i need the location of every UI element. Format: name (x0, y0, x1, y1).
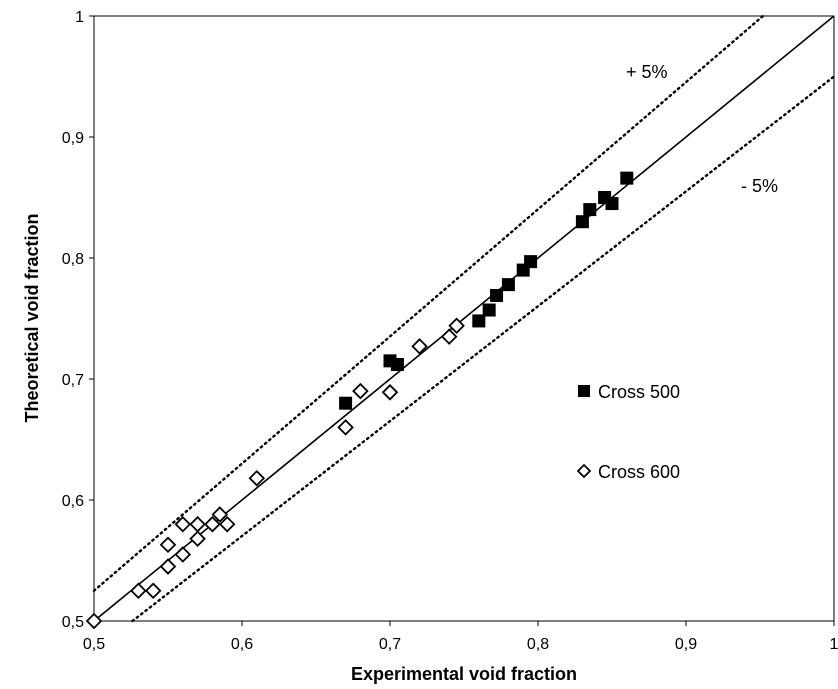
x-axis-title: Experimental void fraction (351, 664, 577, 684)
legend-marker-cross-500 (578, 385, 590, 397)
point-cross-500 (339, 396, 353, 410)
point-cross-600 (189, 530, 206, 547)
legend-marker-cross-600 (576, 463, 592, 479)
reference-line-minus (131, 75, 836, 623)
point-cross-600 (130, 582, 147, 600)
x-tick-label: 0,8 (527, 636, 549, 653)
y-tick-label: 0,6 (62, 493, 84, 510)
point-cross-600 (381, 384, 399, 401)
point-cross-600 (440, 328, 458, 345)
x-tick-label: 0,5 (83, 636, 105, 653)
point-cross-600 (159, 536, 177, 554)
point-cross-600 (211, 506, 229, 523)
y-tick-label: 0,5 (62, 614, 84, 631)
x-tick-label: 0,6 (231, 636, 253, 653)
point-cross-500 (482, 303, 496, 317)
x-axis-ticks: 0,5 0,6 0,7 0,8 0,9 1 (83, 621, 838, 653)
point-cross-500 (472, 314, 486, 328)
point-cross-500 (620, 171, 634, 185)
x-tick-label: 1 (830, 636, 838, 653)
point-cross-600 (85, 612, 103, 630)
y-axis-ticks: 0,5 0,6 0,7 0,8 0,9 1 (62, 9, 94, 631)
point-cross-600 (248, 469, 266, 487)
point-cross-600 (189, 515, 206, 533)
minus-tolerance-label: - 5% (741, 176, 778, 196)
y-tick-label: 0,8 (62, 251, 84, 268)
x-tick-label: 0,7 (379, 636, 401, 653)
point-cross-500 (605, 197, 619, 211)
point-cross-600 (174, 515, 192, 533)
point-cross-600 (448, 317, 465, 335)
point-cross-500 (583, 203, 597, 217)
x-tick-label: 0,9 (675, 636, 697, 653)
plus-tolerance-label: + 5% (626, 62, 668, 82)
y-axis-title: Theoretical void fraction (22, 213, 42, 422)
y-tick-label: 0,7 (62, 372, 84, 389)
point-cross-600 (174, 546, 192, 563)
point-cross-500 (390, 357, 404, 371)
point-cross-600 (218, 515, 236, 533)
point-cross-600 (337, 419, 354, 436)
legend: Cross 500 Cross 600 (576, 382, 680, 482)
point-cross-500 (575, 215, 589, 229)
legend-label-cross-600: Cross 600 (598, 462, 680, 482)
point-cross-600 (159, 558, 177, 575)
data-markers (85, 171, 634, 630)
legend-label-cross-500: Cross 500 (598, 382, 680, 402)
point-cross-600 (352, 382, 369, 400)
plot-area-frame (93, 15, 835, 622)
reference-line-plus (92, 14, 765, 592)
point-cross-500 (490, 289, 504, 303)
y-tick-label: 1 (75, 9, 84, 26)
point-cross-500 (524, 255, 538, 269)
y-tick-label: 0,9 (62, 130, 84, 147)
point-cross-500 (501, 278, 515, 292)
point-cross-600 (144, 582, 162, 600)
point-cross-600 (204, 515, 221, 533)
point-cross-600 (411, 338, 428, 355)
